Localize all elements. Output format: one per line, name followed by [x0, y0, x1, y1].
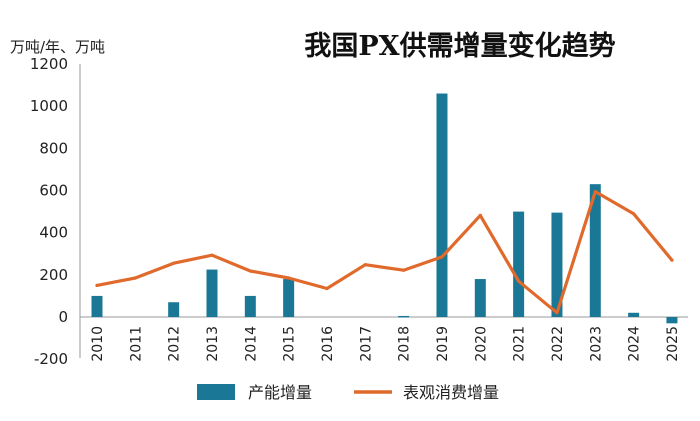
line-point-2019: [440, 255, 444, 259]
x-tick-label: 2015: [282, 326, 298, 362]
bar-2024: [628, 312, 640, 317]
line-point-2013: [210, 253, 214, 257]
line-point-2016: [325, 286, 329, 291]
bar-2025: [666, 317, 678, 324]
line-point-2012: [172, 261, 176, 265]
x-tick-label: 2024: [627, 326, 643, 362]
line-point-2015: [287, 276, 291, 280]
bar-2010: [91, 295, 103, 317]
line-point-2022: [555, 311, 559, 315]
capacity-bars: [91, 93, 678, 324]
line-point-2020: [478, 213, 482, 217]
line-point-2024: [632, 212, 636, 216]
x-tick-label: 2022: [550, 326, 566, 362]
x-tick-label: 2018: [397, 326, 413, 362]
bar-2015: [283, 279, 295, 317]
consumption-series-line: [95, 190, 674, 315]
bar-2022: [551, 212, 563, 317]
y-axis-unit-label: 万吨/年、万吨: [10, 38, 105, 56]
line-point-2025: [670, 258, 674, 262]
line-point-2018: [402, 268, 406, 272]
line-point-2014: [248, 269, 252, 273]
y-tick-label: 1000: [30, 97, 68, 115]
legend-swatch-capacity: [197, 384, 235, 400]
bar-2021: [513, 211, 525, 317]
bar-2013: [206, 269, 218, 317]
bar-2020: [474, 279, 486, 317]
bar-2019: [436, 93, 448, 318]
line-point-2021: [517, 279, 521, 283]
x-tick-label: 2012: [167, 326, 183, 362]
chart-title: 我国PX供需增量变化趋势: [304, 30, 615, 62]
line-point-2017: [363, 263, 367, 267]
x-axis-ticks: 2010 2011 2012 2013 2014 2015 2016 2017 2018 2019…: [90, 326, 681, 362]
bar-2023: [589, 184, 601, 317]
x-tick-label: 2020: [473, 326, 489, 362]
legend-label-consumption: 表观消费增量: [403, 383, 499, 402]
x-tick-label: 2010: [90, 326, 106, 362]
x-tick-label: 2011: [128, 326, 144, 362]
line-point-2010: [95, 283, 99, 287]
y-tick-label: 800: [39, 139, 68, 157]
x-tick-label: 2019: [435, 326, 451, 362]
consumption-line: [95, 189, 674, 315]
legend-label-capacity: 产能增量: [248, 383, 312, 402]
x-tick-label: 2025: [665, 326, 681, 362]
x-tick-label: 2021: [512, 326, 528, 362]
y-tick-label: 1200: [30, 55, 68, 73]
y-tick-label: 200: [39, 266, 68, 284]
bar-2014: [244, 295, 256, 317]
y-tick-label: -200: [34, 350, 68, 368]
line-point-2011: [133, 276, 137, 280]
x-tick-label: 2016: [320, 326, 336, 362]
x-tick-label: 2023: [588, 326, 604, 362]
y-tick-label: 600: [39, 182, 68, 200]
x-tick-label: 2013: [205, 326, 221, 362]
bar-2012: [168, 302, 180, 317]
x-tick-label: 2017: [358, 326, 374, 362]
line-point-2023: [593, 189, 597, 194]
bar-2018: [398, 315, 410, 318]
legend: 产能增量 表观消费增量: [197, 383, 499, 402]
x-tick-label: 2014: [243, 326, 259, 362]
y-tick-label: 0: [58, 308, 68, 326]
y-tick-label: 400: [39, 224, 68, 242]
y-axis-ticks: 1200 1000 800 600 400 200 0 -200: [30, 55, 68, 368]
